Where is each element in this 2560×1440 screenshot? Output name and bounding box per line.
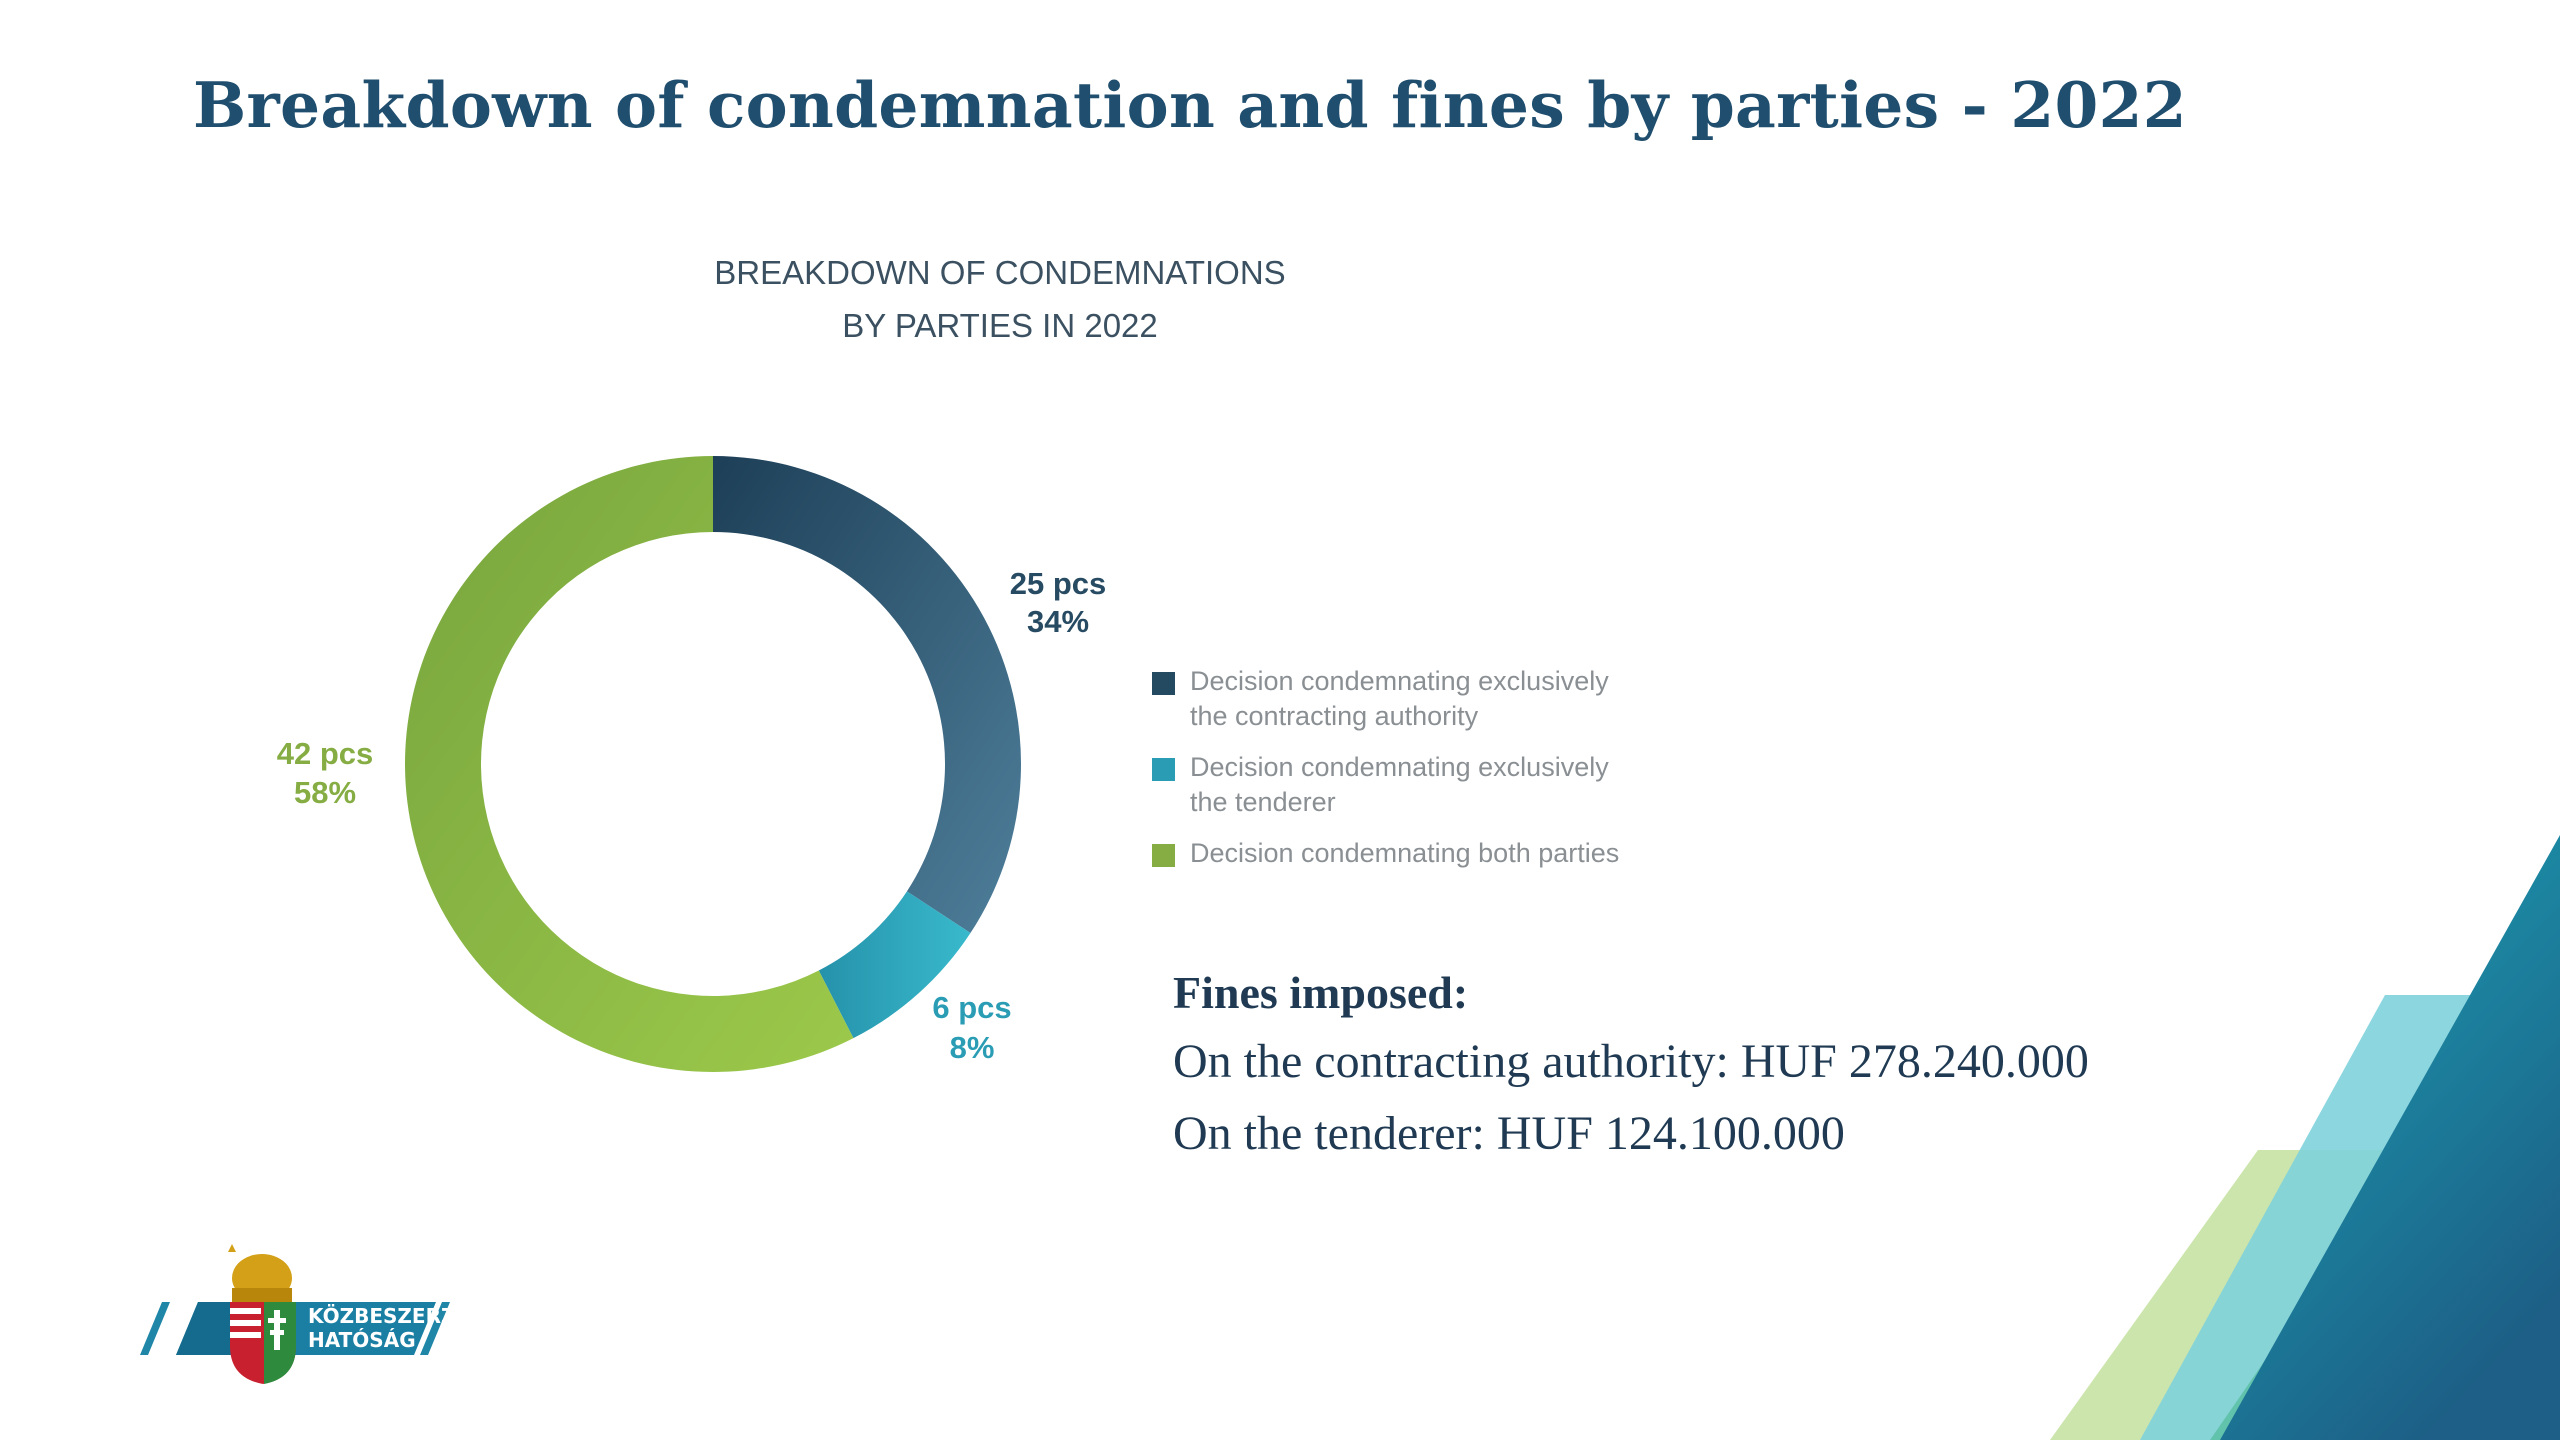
data-label-count-contracting-authority: 25 pcs bbox=[1010, 566, 1107, 601]
donut-chart: 25 pcs 34% 6 pcs 8% 42 pcs 58% bbox=[277, 456, 1107, 1072]
fine-tenderer: On the tenderer: HUF 124.100.000 bbox=[1173, 1107, 1845, 1160]
logo-graphic bbox=[140, 1244, 450, 1384]
legend-item-tenderer: Decision condemnating exclusively the te… bbox=[1152, 750, 1712, 820]
donut-segment-both-parties bbox=[405, 456, 854, 1072]
legend-item-both-parties: Decision condemnating both parties bbox=[1152, 836, 1712, 871]
fine-contracting-authority: On the contracting authority: HUF 278.24… bbox=[1173, 1035, 2089, 1088]
chart-title: BREAKDOWN OF CONDEMNATIONS BY PARTIES IN… bbox=[600, 246, 1400, 352]
legend-label-line: Decision condemnating both parties bbox=[1190, 838, 1620, 868]
chart-title-line-2: BY PARTIES IN 2022 bbox=[842, 307, 1158, 344]
chart-title-line-1: BREAKDOWN OF CONDEMNATIONS bbox=[714, 254, 1286, 291]
fines-section: Fines imposed: On the contracting author… bbox=[1173, 960, 2089, 1170]
logo-right-stripe bbox=[420, 1302, 450, 1355]
deco-dark-teal-shape bbox=[2220, 835, 2560, 1440]
chart-legend: Decision condemnating exclusively the co… bbox=[1152, 664, 1712, 887]
data-label-percent-contracting-authority: 34% bbox=[1027, 604, 1089, 639]
legend-item-contracting-authority: Decision condemnating exclusively the co… bbox=[1152, 664, 1712, 734]
legend-label-line: Decision condemnating exclusively bbox=[1190, 666, 1609, 696]
logo-text-line-2: HATÓSÁG bbox=[308, 1328, 416, 1352]
page-title: Breakdown of condemnation and fines by p… bbox=[193, 68, 2187, 142]
logo: KÖZBESZERZÉSI HATÓSÁG bbox=[136, 1242, 516, 1392]
logo-left-stripe bbox=[140, 1302, 170, 1355]
data-label-count-tenderer: 6 pcs bbox=[932, 990, 1011, 1025]
data-label-count-both-parties: 42 pcs bbox=[277, 736, 374, 771]
fines-heading: Fines imposed: bbox=[1173, 967, 1469, 1018]
logo-text: KÖZBESZERZÉSI HATÓSÁG bbox=[308, 1304, 491, 1352]
data-label-percent-tenderer: 8% bbox=[950, 1030, 995, 1065]
donut-segment-tenderer bbox=[818, 891, 971, 1039]
logo-text-line-1: KÖZBESZERZÉSI bbox=[308, 1304, 491, 1328]
legend-swatch-tenderer bbox=[1152, 758, 1175, 781]
legend-swatch-contracting-authority bbox=[1152, 672, 1175, 695]
coat-of-arms-icon bbox=[228, 1244, 296, 1384]
legend-label-line: Decision condemnating exclusively bbox=[1190, 752, 1609, 782]
data-label-percent-both-parties: 58% bbox=[294, 775, 356, 810]
legend-label-line: the tenderer bbox=[1190, 787, 1336, 817]
donut-segment-contracting-authority bbox=[713, 456, 1021, 934]
legend-swatch-both-parties bbox=[1152, 844, 1175, 867]
legend-label-line: the contracting authority bbox=[1190, 701, 1479, 731]
